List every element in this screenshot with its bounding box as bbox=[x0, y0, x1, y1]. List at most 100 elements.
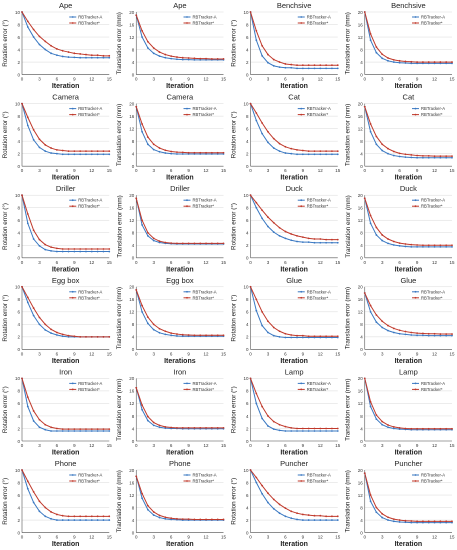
series-line bbox=[21, 11, 110, 57]
data-point bbox=[427, 154, 430, 157]
series-line bbox=[135, 476, 224, 520]
series-line bbox=[135, 387, 224, 429]
data-point bbox=[381, 57, 384, 60]
chart-panel: Benchsive 0 4 8 12 16 20 0 3 6 9 12 15 Iteration Trans… bbox=[345, 1, 455, 90]
y-axis-label: Translation error (mm) bbox=[116, 12, 123, 74]
y-axis-label: Rotation error (°) bbox=[230, 20, 238, 67]
legend-marker bbox=[414, 296, 417, 299]
x-tick-label: 9 bbox=[302, 443, 305, 448]
data-point bbox=[222, 58, 225, 60]
data-point bbox=[50, 44, 52, 47]
y-tick-label: 16 bbox=[358, 114, 364, 119]
data-point bbox=[21, 469, 23, 471]
y-tick-label: 2 bbox=[17, 60, 20, 65]
y-tick-label: 20 bbox=[358, 376, 364, 381]
data-point bbox=[261, 310, 264, 313]
y-tick-label: 10 bbox=[15, 101, 21, 106]
chart-panel: Benchsive 0 2 4 6 8 10 0 3 6 9 12 15 Iteration Rotatio… bbox=[230, 1, 341, 90]
y-tick-label: 0 bbox=[17, 256, 20, 261]
legend-label: RBTracker-A bbox=[193, 473, 217, 478]
y-tick-label: 6 bbox=[17, 126, 20, 131]
data-point bbox=[433, 521, 436, 524]
x-tick-label: 15 bbox=[107, 260, 113, 265]
data-point bbox=[85, 153, 87, 156]
data-point bbox=[21, 377, 23, 380]
data-point bbox=[26, 396, 29, 399]
data-point bbox=[336, 238, 339, 241]
legend-label: RBTracker* bbox=[307, 295, 329, 300]
legend-marker bbox=[71, 474, 74, 476]
data-point bbox=[50, 147, 52, 149]
x-axis-label: Iteration bbox=[395, 175, 423, 182]
series-line bbox=[250, 469, 338, 521]
data-point bbox=[381, 234, 384, 236]
x-tick-label: 6 bbox=[170, 77, 173, 82]
legend-marker bbox=[300, 22, 303, 24]
data-point bbox=[102, 515, 105, 518]
data-point bbox=[278, 423, 281, 426]
data-point bbox=[331, 427, 333, 430]
x-tick-label: 0 bbox=[249, 443, 252, 448]
data-point bbox=[79, 56, 82, 59]
data-point bbox=[387, 238, 389, 240]
data-point bbox=[164, 149, 167, 152]
data-point bbox=[164, 241, 167, 244]
data-point bbox=[416, 244, 418, 246]
data-point bbox=[158, 331, 161, 334]
y-tick-label: 4 bbox=[17, 231, 20, 236]
x-tick-label: 9 bbox=[187, 535, 190, 540]
x-tick-label: 12 bbox=[89, 168, 95, 173]
y-tick-label: 6 bbox=[17, 218, 20, 223]
data-point bbox=[146, 47, 149, 49]
data-point bbox=[255, 481, 258, 484]
y-tick-label: 8 bbox=[246, 114, 249, 119]
y-tick-label: 16 bbox=[129, 297, 135, 302]
legend-marker bbox=[71, 296, 74, 299]
data-point bbox=[290, 152, 293, 155]
data-point bbox=[369, 500, 372, 503]
y-tick-label: 4 bbox=[360, 335, 363, 340]
data-point bbox=[313, 430, 316, 432]
data-point bbox=[102, 150, 105, 153]
y-tick-label: 8 bbox=[132, 505, 135, 510]
data-point bbox=[331, 430, 333, 432]
x-tick-label: 3 bbox=[381, 260, 384, 265]
chart-title: Iron bbox=[59, 367, 72, 376]
chart-panel: Phone 0 2 4 6 8 10 0 3 6 9 12 15 Iteration Rotation er… bbox=[1, 459, 112, 548]
data-point bbox=[387, 519, 389, 521]
x-tick-label: 15 bbox=[221, 535, 227, 540]
data-point bbox=[187, 58, 190, 61]
data-point bbox=[26, 26, 29, 28]
data-point bbox=[205, 426, 207, 429]
data-point bbox=[158, 150, 161, 153]
x-tick-label: 12 bbox=[204, 260, 210, 265]
data-point bbox=[331, 153, 333, 156]
y-tick-label: 0 bbox=[132, 164, 135, 169]
x-tick-label: 12 bbox=[432, 443, 438, 448]
x-tick-label: 12 bbox=[89, 351, 95, 356]
legend-label: RBTracker* bbox=[307, 387, 329, 392]
data-point bbox=[272, 334, 275, 337]
data-point bbox=[325, 153, 328, 156]
data-point bbox=[67, 428, 70, 431]
data-point bbox=[56, 48, 58, 50]
data-point bbox=[261, 54, 264, 57]
x-tick-label: 9 bbox=[73, 443, 76, 448]
data-point bbox=[96, 250, 99, 253]
data-point bbox=[445, 62, 448, 65]
x-tick-label: 6 bbox=[170, 351, 173, 356]
data-point bbox=[439, 156, 442, 159]
data-point bbox=[249, 102, 252, 105]
data-point bbox=[331, 519, 333, 521]
data-point bbox=[319, 335, 322, 338]
series-line bbox=[250, 469, 338, 517]
data-point bbox=[152, 237, 155, 240]
x-axis-label: Iteration bbox=[166, 450, 194, 457]
y-tick-label: 20 bbox=[129, 468, 135, 473]
data-point bbox=[135, 105, 138, 108]
data-point bbox=[296, 67, 298, 70]
data-point bbox=[210, 518, 213, 521]
y-tick-label: 10 bbox=[243, 101, 249, 106]
data-point bbox=[387, 324, 389, 327]
data-point bbox=[108, 430, 111, 432]
